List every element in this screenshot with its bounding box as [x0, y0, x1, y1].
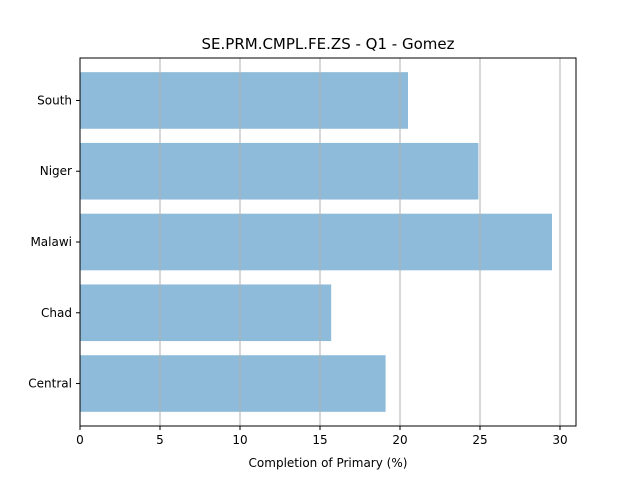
y-axis-ticks: Central Chad Malawi Niger South: [28, 93, 80, 391]
y-tick-label: South: [37, 93, 72, 107]
bar-chad: [80, 284, 332, 342]
y-tick-label: Malawi: [30, 235, 72, 249]
bar-malawi: [80, 213, 552, 271]
x-tick-label: 10: [232, 433, 247, 447]
y-tick-label: Central: [28, 377, 72, 391]
chart-title: SE.PRM.CMPL.FE.ZS - Q1 - Gomez: [202, 35, 455, 53]
x-tick-label: 20: [392, 433, 407, 447]
x-axis-label: Completion of Primary (%): [249, 456, 408, 470]
x-tick-label: 30: [552, 433, 567, 447]
x-tick-label: 25: [472, 433, 487, 447]
bar-south: [80, 72, 408, 129]
y-tick-label: Niger: [40, 164, 72, 178]
x-tick-label: 15: [312, 433, 327, 447]
x-axis-ticks: 0 5 10 15 20 25 30: [76, 426, 568, 447]
bars: [80, 58, 561, 426]
y-tick-label: Chad: [41, 306, 72, 320]
bar-niger: [80, 142, 479, 200]
x-tick-label: 0: [76, 433, 84, 447]
x-tick-label: 5: [156, 433, 164, 447]
bar-central: [80, 355, 386, 412]
